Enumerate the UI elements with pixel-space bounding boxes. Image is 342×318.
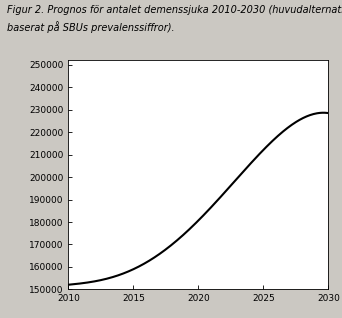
Text: baserat på SBUs prevalenssiffror).: baserat på SBUs prevalenssiffror).	[7, 21, 174, 32]
Text: Figur 2. Prognos för antalet demenssjuka 2010-2030 (huvudalternativet,: Figur 2. Prognos för antalet demenssjuka…	[7, 5, 342, 15]
